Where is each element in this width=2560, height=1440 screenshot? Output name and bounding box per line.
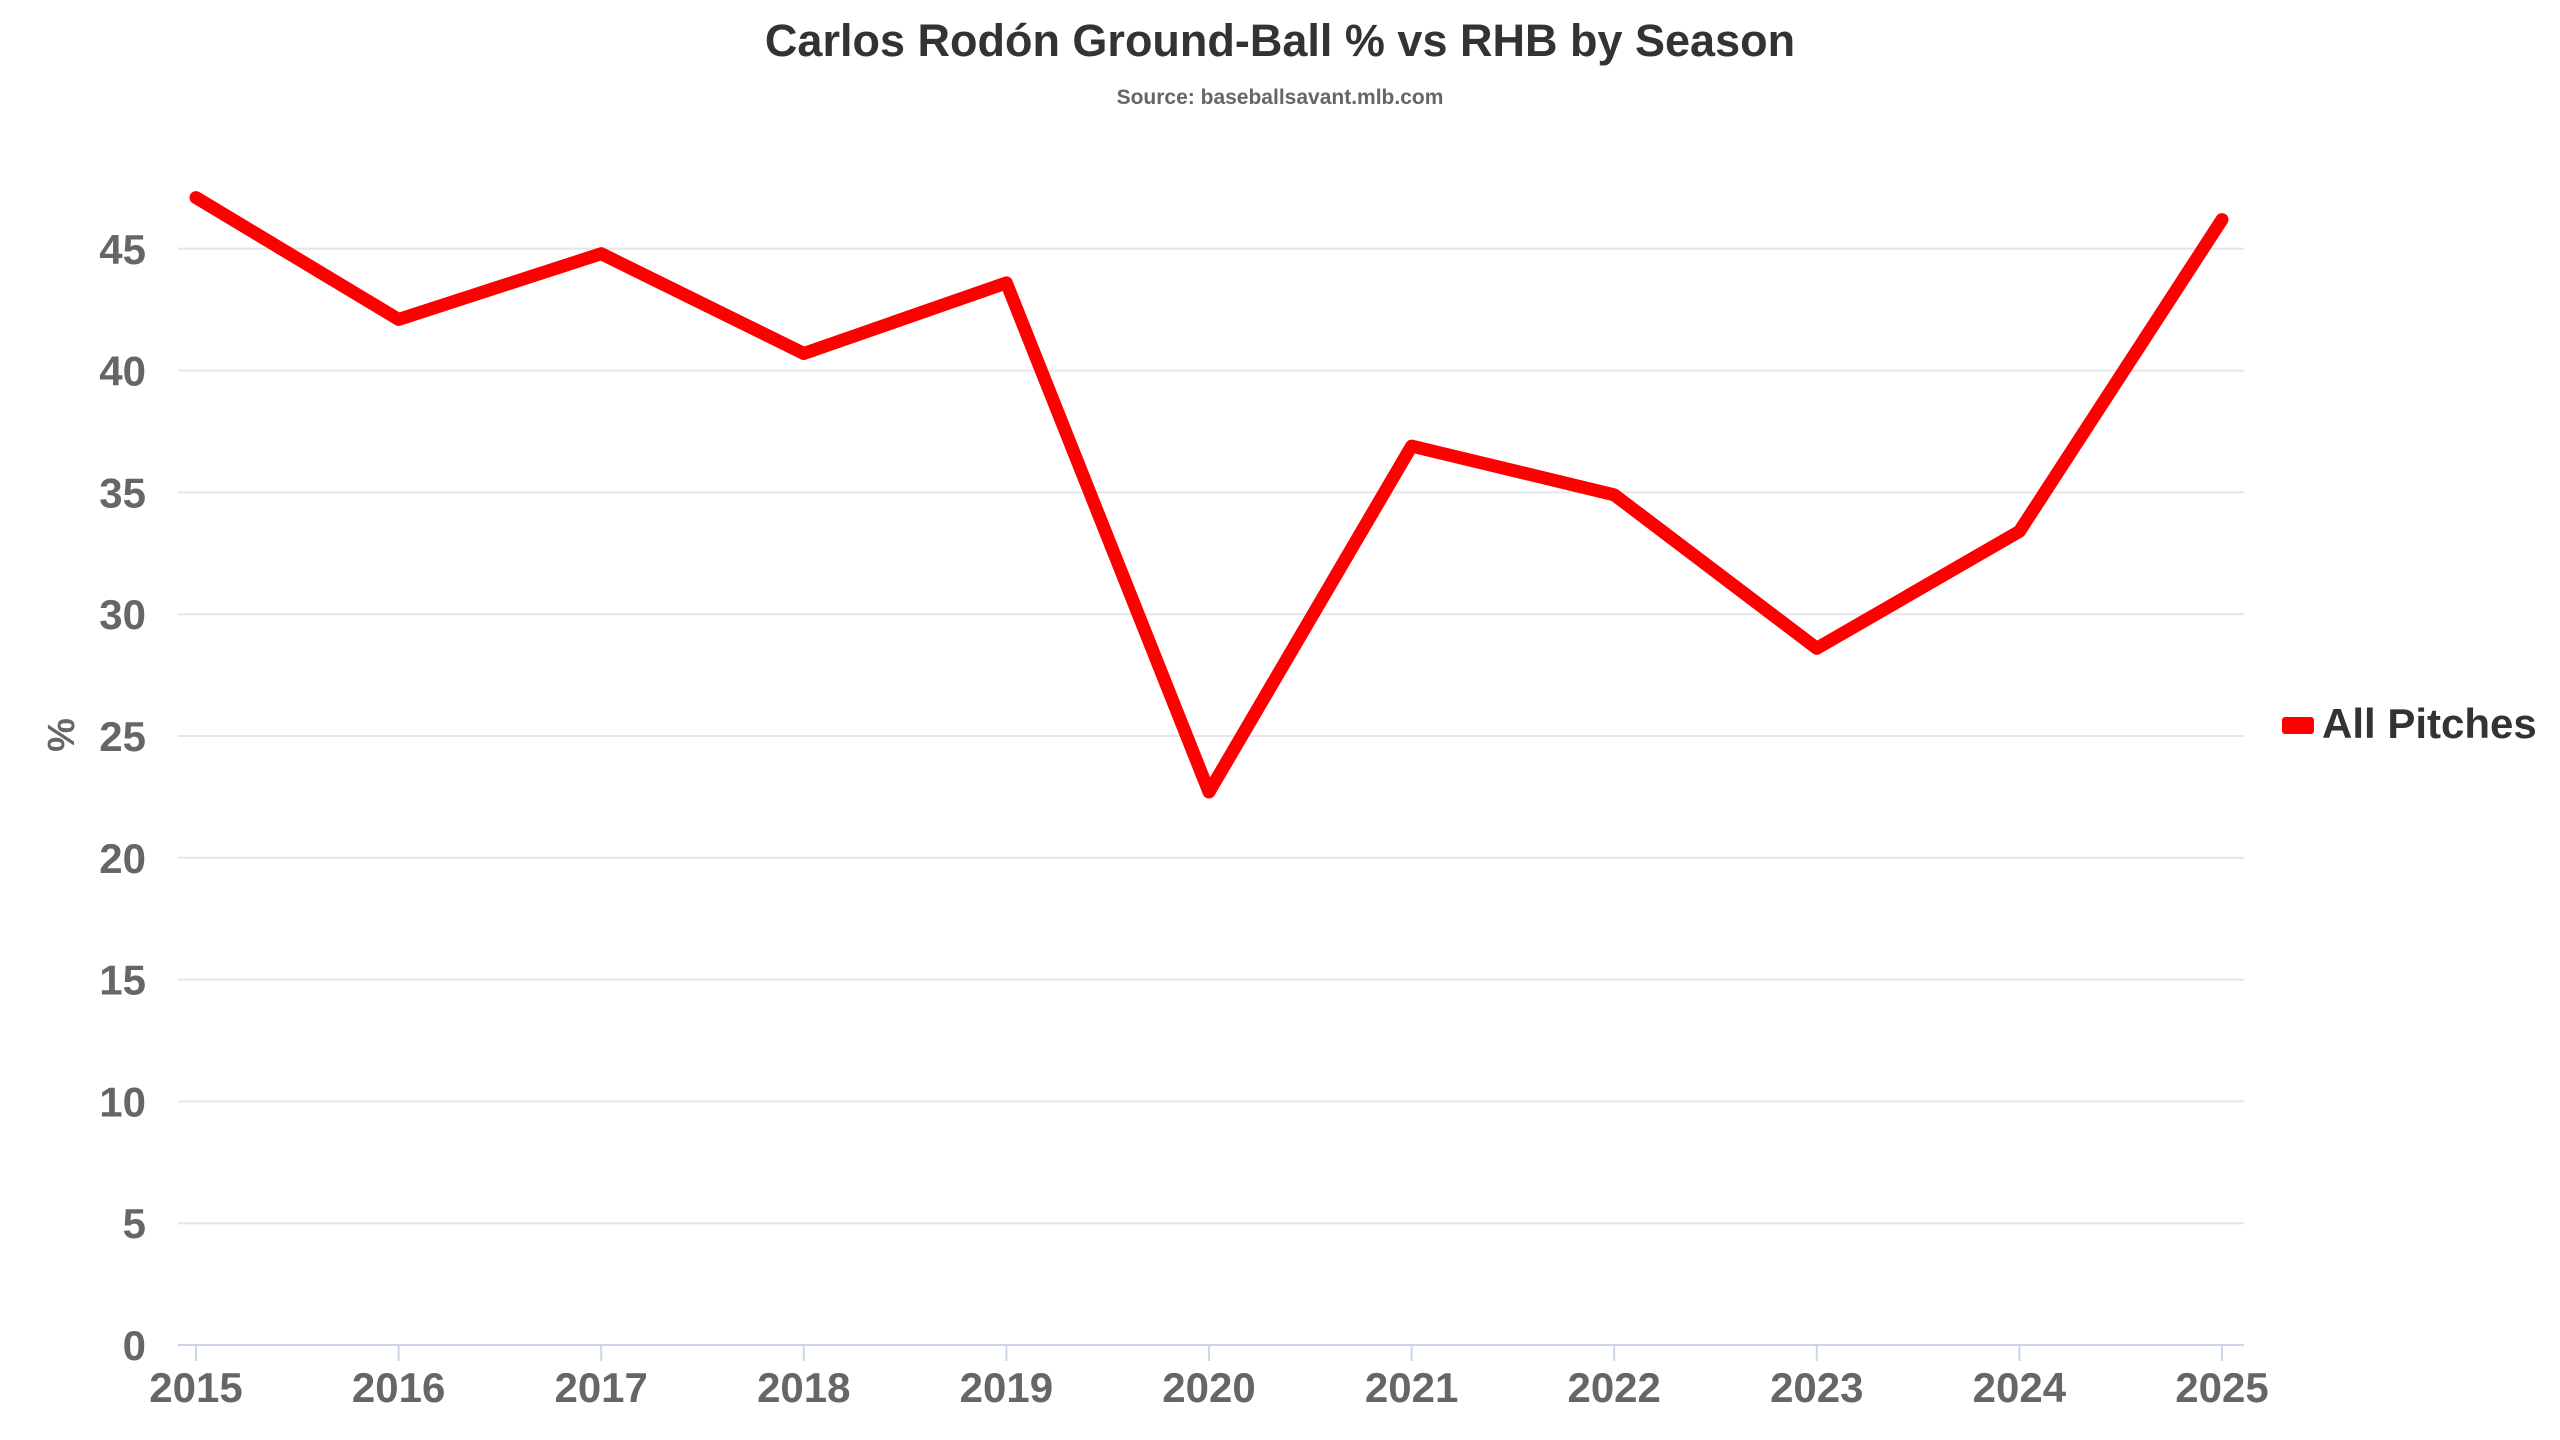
y-tick-label: 40 bbox=[99, 348, 146, 395]
x-tick-label: 2018 bbox=[757, 1364, 850, 1411]
y-tick-label: 30 bbox=[99, 591, 146, 638]
chart-subtitle: Source: baseballsavant.mlb.com bbox=[1117, 86, 1444, 109]
legend[interactable]: All Pitches bbox=[2282, 700, 2537, 747]
x-tick-label: 2022 bbox=[1567, 1364, 1660, 1411]
x-tick-label: 2025 bbox=[2175, 1364, 2268, 1411]
y-tick-label: 5 bbox=[123, 1200, 146, 1247]
y-tick-label: 25 bbox=[99, 713, 146, 760]
y-axis-title: % bbox=[41, 718, 83, 752]
series-group bbox=[189, 191, 2229, 799]
y-tick-label: 20 bbox=[99, 835, 146, 882]
x-tick-label: 2019 bbox=[960, 1364, 1053, 1411]
x-tick-label: 2020 bbox=[1162, 1364, 1255, 1411]
y-tick-label: 10 bbox=[99, 1078, 146, 1125]
x-tick-label: 2023 bbox=[1770, 1364, 1863, 1411]
y-tick-label: 35 bbox=[99, 469, 146, 516]
y-tick-label: 15 bbox=[99, 957, 146, 1004]
x-axis: 2015 2016 2017 2018 2019 2020 2021 2022 2023 2024… bbox=[149, 1344, 2269, 1411]
legend-symbol bbox=[2282, 717, 2314, 734]
x-tick-label: 2024 bbox=[1973, 1364, 2067, 1411]
x-tick-label: 2021 bbox=[1365, 1364, 1458, 1411]
x-tick-label: 2015 bbox=[149, 1364, 242, 1411]
x-tick-label: 2016 bbox=[352, 1364, 445, 1411]
y-axis-ticks: 0 5 10 15 20 25 30 35 40 45 bbox=[99, 226, 146, 1369]
y-tick-label: 0 bbox=[123, 1322, 146, 1369]
gridlines bbox=[178, 247, 2244, 1225]
y-tick-label: 45 bbox=[99, 226, 146, 273]
chart-title: Carlos Rodón Ground-Ball % vs RHB by Sea… bbox=[765, 15, 1795, 66]
x-tick-label: 2017 bbox=[554, 1364, 647, 1411]
legend-label: All Pitches bbox=[2322, 700, 2537, 747]
series-line-all-pitches bbox=[189, 191, 2229, 799]
